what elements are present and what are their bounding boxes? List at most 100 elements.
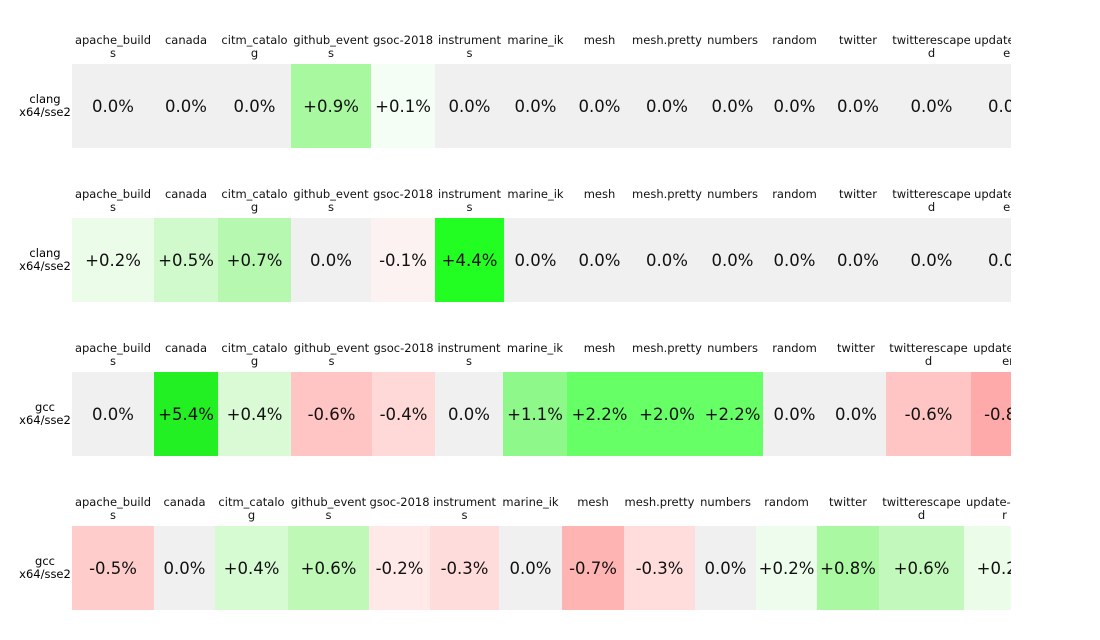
column-header: numbers [700,496,751,509]
column-header: github_events [293,342,370,368]
value-cell: -0.6% [291,372,372,456]
value-cell: +2.0% [632,372,702,456]
value-cell: 0.0% [763,64,826,148]
column-header: random [772,188,817,201]
row-label: gcc x64/sse2 [19,554,71,581]
value-cell: 0.0% [826,64,890,148]
value-cell: -0.4% [372,372,435,456]
column-header: apache_builds [74,34,152,60]
value-cell: -0.7% [562,526,624,610]
column-header: random [772,342,817,355]
value-cell: 0.0% [695,526,756,610]
column-header: marine_ik [507,188,564,201]
value-cell: 0.0% [826,372,886,456]
column-header: canada [164,34,208,47]
value-cell: +2.2% [702,372,763,456]
column-header: apache_builds [74,496,152,522]
column-header: random [772,34,817,47]
column-header: twitter [837,342,875,355]
value-cell: -0.8% [971,372,1011,456]
value-cell: 0.0% [763,218,826,302]
value-cell: +0.8% [817,526,879,610]
value-cell: -0.1% [371,218,435,302]
value-cell: 0.0% [702,64,763,148]
value-cell: 0.0% [218,64,291,148]
column-header: gsoc-2018 [369,496,430,509]
column-header: numbers [707,34,758,47]
value-cell: 0.0% [72,372,154,456]
column-header: gsoc-2018 [372,34,434,47]
row-label: gcc x64/sse2 [19,400,71,427]
value-cell: 0.0% [504,218,567,302]
value-cell: 0.0% [72,64,154,148]
value-cell: 0.0% [291,218,371,302]
column-header: update-center [974,188,1011,214]
column-header: twitter [839,34,877,47]
value-cell: -0.3% [430,526,499,610]
value-cell: +2.2% [567,372,632,456]
value-cell: +0.7% [218,218,291,302]
column-header: twitterescaped [889,342,968,368]
value-cell: 0.0% [973,218,1011,302]
column-header: numbers [707,342,758,355]
column-header: mesh [583,34,616,47]
value-cell: +0.6% [288,526,369,610]
column-header: github_events [290,496,367,522]
column-header: instruments [437,34,502,60]
value-cell: +1.1% [503,372,567,456]
column-header: marine_ik [507,34,564,47]
row-label: clang x64/sse2 [19,246,71,273]
column-header: random [764,496,809,509]
column-header: gsoc-2018 [373,342,434,355]
value-cell: +0.6% [879,526,964,610]
column-header: mesh.pretty [632,342,702,355]
row-label: clang x64/sse2 [19,92,71,119]
column-header: twitter [829,496,867,509]
column-header: mesh.pretty [632,188,702,201]
column-header: twitter [839,188,877,201]
value-cell: +0.2% [964,526,1011,610]
column-header: mesh.pretty [624,496,695,509]
column-header: citm_catalog [221,342,288,368]
value-cell: 0.0% [499,526,562,610]
column-header: citm_catalog [221,188,288,214]
column-header: citm_catalog [221,34,288,60]
column-header: apache_builds [74,188,152,214]
value-cell: 0.0% [154,64,218,148]
value-cell: 0.0% [435,372,503,456]
value-cell: 0.0% [826,218,890,302]
column-header: update-center [974,34,1011,60]
value-cell: 0.0% [890,218,973,302]
value-cell: +0.2% [72,218,154,302]
value-cell: -0.6% [886,372,971,456]
column-header: apache_builds [74,342,152,368]
column-header: update-center [966,496,1011,522]
column-header: github_events [293,188,369,214]
column-header: twitterescaped [892,34,971,60]
column-header: marine_ik [506,342,564,355]
value-cell: 0.0% [567,64,632,148]
column-header: github_events [293,34,369,60]
column-header: canada [164,188,208,201]
column-header: gsoc-2018 [372,188,434,201]
column-header: twitterescaped [882,496,961,522]
column-header: twitterescaped [892,188,971,214]
value-cell: +0.1% [371,64,435,148]
column-header: canada [163,496,206,509]
value-cell: +0.4% [215,526,288,610]
value-cell: 0.0% [435,64,504,148]
column-header: instruments [432,496,497,522]
column-header: mesh [583,188,616,201]
column-header: mesh [583,342,616,355]
value-cell: 0.0% [702,218,763,302]
value-cell: 0.0% [154,526,215,610]
value-cell: +0.9% [291,64,371,148]
column-header: citm_catalog [218,496,285,522]
value-cell: 0.0% [632,64,702,148]
value-cell: +0.4% [218,372,291,456]
value-cell: 0.0% [567,218,632,302]
value-cell: 0.0% [973,64,1011,148]
value-cell: +4.4% [435,218,504,302]
column-header: mesh [577,496,609,509]
